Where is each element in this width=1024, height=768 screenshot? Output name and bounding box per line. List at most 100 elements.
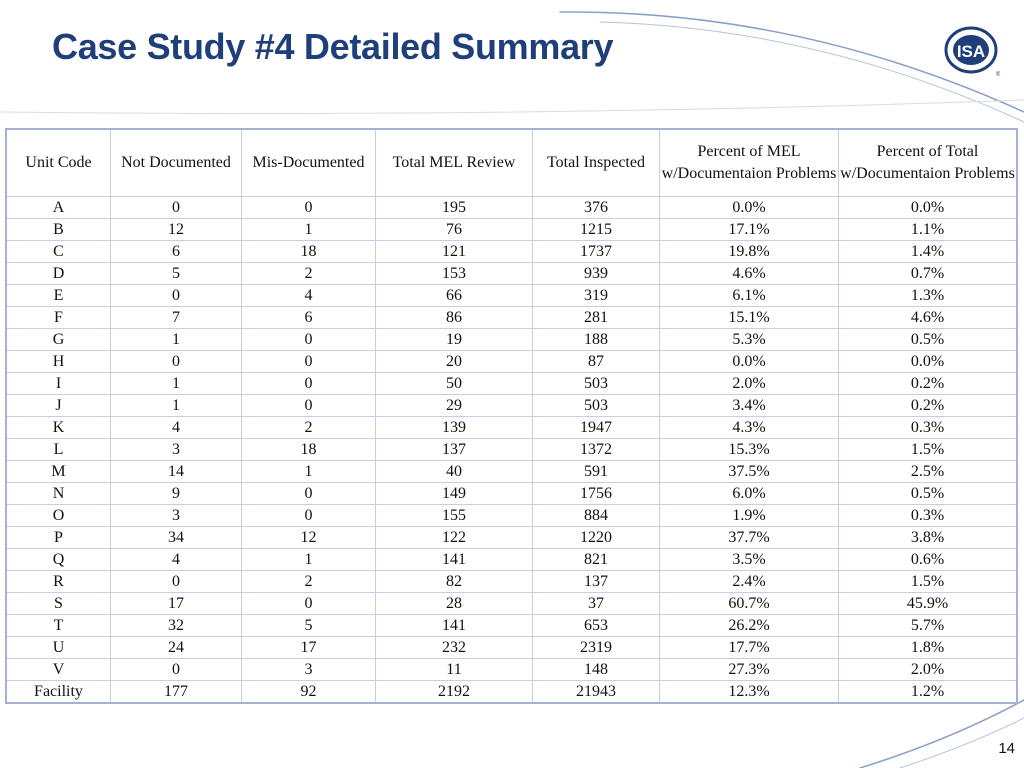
- table-row: V 0 3 11 148 27.3% 2.0%: [5, 658, 1018, 681]
- table-cell: 3: [110, 504, 242, 527]
- table-cell: 1.9%: [659, 504, 839, 527]
- unit-code-cell: A: [5, 196, 111, 219]
- table-cell: 0.7%: [838, 262, 1018, 285]
- table-cell: 0.3%: [838, 504, 1018, 527]
- table-cell: 1: [110, 394, 242, 417]
- table-cell: 376: [532, 196, 660, 219]
- summary-table: Unit Code Not Documented Mis-Documented …: [5, 128, 1018, 704]
- table-cell: 4: [110, 416, 242, 439]
- footer-swoosh-line: [899, 717, 1024, 768]
- unit-code-cell: B: [5, 218, 111, 241]
- table-cell: 66: [375, 284, 533, 307]
- table-cell: 0: [241, 394, 376, 417]
- table-cell: 0: [241, 592, 376, 615]
- table-row: S 17 0 28 37 60.7% 45.9%: [5, 592, 1018, 615]
- table-cell: 0.6%: [838, 548, 1018, 571]
- table-row: D 5 2 153 939 4.6% 0.7%: [5, 262, 1018, 285]
- table-row: L 3 18 137 1372 15.3% 1.5%: [5, 438, 1018, 461]
- table-cell: 0.0%: [659, 350, 839, 373]
- table-row: F 7 6 86 281 15.1% 4.6%: [5, 306, 1018, 329]
- table-cell: 1: [241, 548, 376, 571]
- table-row: H 0 0 20 87 0.0% 0.0%: [5, 350, 1018, 373]
- table-cell: 1372: [532, 438, 660, 461]
- table-cell: 12: [110, 218, 242, 241]
- table-cell: 18: [241, 240, 376, 263]
- table-cell: 45.9%: [838, 592, 1018, 615]
- slide-title: Case Study #4 Detailed Summary: [52, 26, 614, 67]
- table-cell: 86: [375, 306, 533, 329]
- table-row: A 0 0 195 376 0.0% 0.0%: [5, 196, 1018, 219]
- table-cell: 26.2%: [659, 614, 839, 637]
- table-cell: 653: [532, 614, 660, 637]
- table-cell: 0: [110, 284, 242, 307]
- unit-code-cell: O: [5, 504, 111, 527]
- table-cell: 15.1%: [659, 306, 839, 329]
- table-row: I 1 0 50 503 2.0% 0.2%: [5, 372, 1018, 395]
- table-cell: 1220: [532, 526, 660, 549]
- table-cell: 122: [375, 526, 533, 549]
- unit-code-cell: Facility: [5, 680, 111, 704]
- table-cell: 0: [241, 372, 376, 395]
- table-row: M 14 1 40 591 37.5% 2.5%: [5, 460, 1018, 483]
- table-cell: 1.2%: [838, 680, 1018, 704]
- table-cell: 884: [532, 504, 660, 527]
- table-cell: 17: [110, 592, 242, 615]
- table-row: B 12 1 76 1215 17.1% 1.1%: [5, 218, 1018, 241]
- table-cell: 17: [241, 636, 376, 659]
- unit-code-cell: S: [5, 592, 111, 615]
- table-cell: 6: [241, 306, 376, 329]
- table-cell: 4: [241, 284, 376, 307]
- unit-code-cell: H: [5, 350, 111, 373]
- table-cell: 0.5%: [838, 482, 1018, 505]
- column-header: Unit Code: [5, 128, 111, 197]
- table-row: C 6 18 121 1737 19.8% 1.4%: [5, 240, 1018, 263]
- unit-code-cell: V: [5, 658, 111, 681]
- table-cell: 188: [532, 328, 660, 351]
- table-cell: 3.5%: [659, 548, 839, 571]
- table-cell: 232: [375, 636, 533, 659]
- table-cell: 2.0%: [838, 658, 1018, 681]
- table-cell: 5: [241, 614, 376, 637]
- table-cell: 82: [375, 570, 533, 593]
- table-cell: 37: [532, 592, 660, 615]
- unit-code-cell: C: [5, 240, 111, 263]
- table-row: P 34 12 122 1220 37.7% 3.8%: [5, 526, 1018, 549]
- unit-code-cell: U: [5, 636, 111, 659]
- header-row: Unit Code Not Documented Mis-Documented …: [5, 128, 1018, 197]
- page-number: 14: [998, 740, 1015, 757]
- table-cell: 5: [110, 262, 242, 285]
- logo-text: ISA: [957, 42, 985, 61]
- table-cell: 821: [532, 548, 660, 571]
- table-cell: 14: [110, 460, 242, 483]
- table-cell: 4.6%: [838, 306, 1018, 329]
- table-cell: 503: [532, 372, 660, 395]
- table-cell: 17.7%: [659, 636, 839, 659]
- table-cell: 6.1%: [659, 284, 839, 307]
- table-cell: 939: [532, 262, 660, 285]
- table-cell: 1: [241, 218, 376, 241]
- table-cell: 137: [375, 438, 533, 461]
- table-row: K 4 2 139 1947 4.3% 0.3%: [5, 416, 1018, 439]
- table-cell: 1.3%: [838, 284, 1018, 307]
- table-cell: 0: [110, 658, 242, 681]
- table-cell: 3.4%: [659, 394, 839, 417]
- table-cell: 87: [532, 350, 660, 373]
- table-cell: 0.5%: [838, 328, 1018, 351]
- table-cell: 1947: [532, 416, 660, 439]
- table-cell: 28: [375, 592, 533, 615]
- table-cell: 5.7%: [838, 614, 1018, 637]
- table-cell: 27.3%: [659, 658, 839, 681]
- unit-code-cell: P: [5, 526, 111, 549]
- table-cell: 0: [241, 504, 376, 527]
- table-cell: 141: [375, 614, 533, 637]
- table-cell: 3.8%: [838, 526, 1018, 549]
- svg-text:®: ®: [996, 71, 1000, 78]
- unit-code-cell: T: [5, 614, 111, 637]
- table-cell: 2: [241, 262, 376, 285]
- table-cell: 12.3%: [659, 680, 839, 704]
- table-cell: 92: [241, 680, 376, 704]
- table-cell: 121: [375, 240, 533, 263]
- table-cell: 6: [110, 240, 242, 263]
- table-cell: 1: [110, 372, 242, 395]
- table-cell: 1.1%: [838, 218, 1018, 241]
